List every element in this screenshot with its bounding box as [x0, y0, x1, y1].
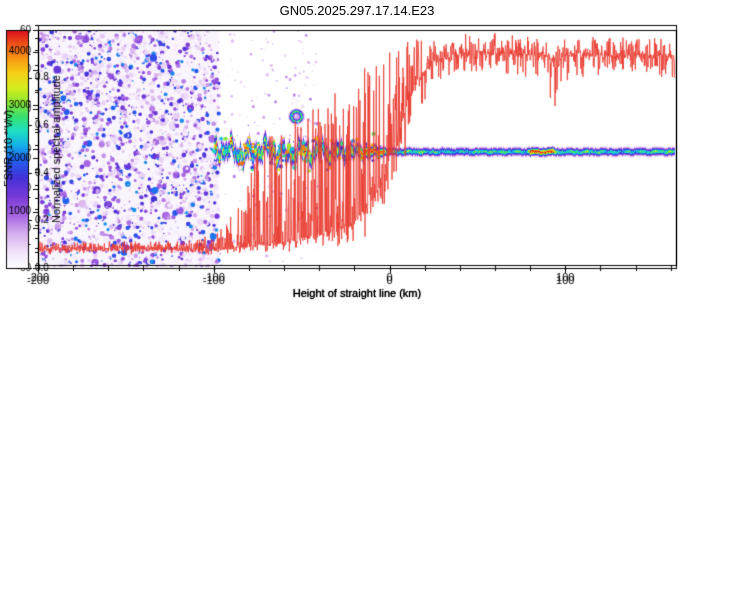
snr-panel: [0, 0, 750, 300]
